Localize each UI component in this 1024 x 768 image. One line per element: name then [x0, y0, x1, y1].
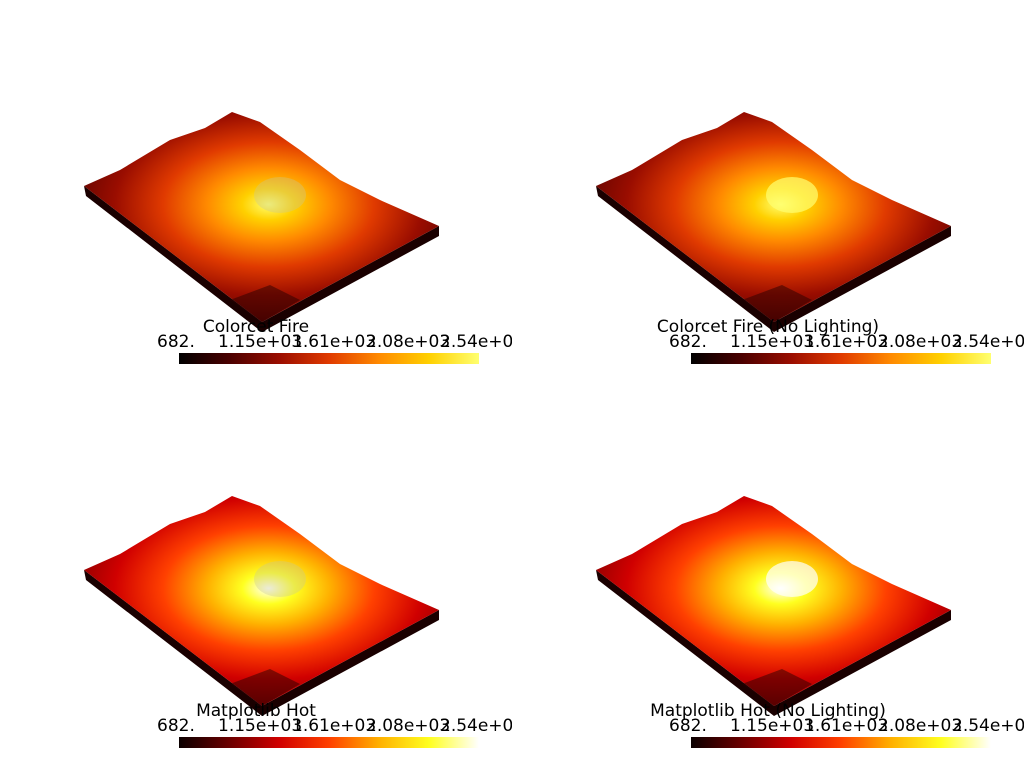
colorbar-tick: 2.54e+03 [440, 332, 512, 352]
terrain-top-surface [84, 496, 439, 706]
colorbar-ticks: 682. 1.15e+03 1.61e+03 2.08e+03 2.54e+03 [512, 333, 1024, 351]
colorbar-tick: 2.08e+03 [878, 332, 963, 352]
colorbar-tick: 682. [669, 716, 707, 736]
panel-matplotlib-hot-no-lighting: Matplotlib Hot (No Lighting) 682. 1.15e+… [512, 384, 1024, 768]
colorbar-title: Colorcet Fire [202, 317, 310, 337]
crater-highlight [254, 177, 306, 213]
colorbar-tick: 1.15e+03 [730, 332, 815, 352]
terrain-ridge [742, 285, 812, 322]
colorbar-ticks: 682. 1.15e+03 1.61e+03 2.08e+03 2.54e+03 [0, 333, 512, 351]
colorbar-tick: 2.08e+03 [366, 332, 451, 352]
terrain-top-surface [596, 112, 951, 322]
colorbar-tick: 1.61e+03 [804, 332, 889, 352]
colorbar-tick: 1.61e+03 [804, 716, 889, 736]
terrain-top-surface [596, 496, 951, 706]
colorbar [179, 353, 479, 364]
colorbar-tick: 1.15e+03 [218, 332, 303, 352]
crater-highlight [766, 561, 818, 597]
terrain-top-surface [84, 112, 439, 322]
colorbar-tick: 2.54e+03 [952, 332, 1024, 352]
colorbar-tick: 682. [157, 716, 195, 736]
colorbar-tick: 1.61e+03 [292, 332, 377, 352]
colorbar-ticks: 682. 1.15e+03 1.61e+03 2.08e+03 2.54e+03 [0, 717, 512, 735]
crater-highlight [766, 177, 818, 213]
panel-colorcet-fire-no-lighting: Colorcet Fire (No Lighting) 682. 1.15e+0… [512, 0, 1024, 384]
colorbar-tick: 2.08e+03 [878, 716, 963, 736]
colorbar-tick: 1.61e+03 [292, 716, 377, 736]
colorbar [691, 353, 991, 364]
colorbar-ticks: 682. 1.15e+03 1.61e+03 2.08e+03 2.54e+03 [512, 717, 1024, 735]
colorbar-tick: 2.08e+03 [366, 716, 451, 736]
terrain-surface [84, 496, 439, 716]
colorbar-tick: 682. [157, 332, 195, 352]
colorbar-tick: 682. [669, 332, 707, 352]
panel-matplotlib-hot: Matplotlib Hot 682. 1.15e+03 1.61e+03 2.… [0, 384, 512, 768]
colorbar-tick: 1.15e+03 [730, 716, 815, 736]
terrain-ridge [230, 669, 300, 706]
terrain-surface [84, 112, 439, 332]
colorbar-title: Colorcet Fire (No Lighting) [656, 317, 880, 337]
terrain-ridge [742, 669, 812, 706]
colorbar-title: Matplotlib Hot [196, 701, 316, 721]
terrain-surface [596, 112, 951, 332]
colorbar [179, 737, 479, 748]
crater-highlight [254, 561, 306, 597]
colorbar-tick: 2.54e+03 [440, 716, 512, 736]
panel-colorcet-fire: Colorcet Fire 682. 1.15e+03 1.61e+03 2.0… [0, 0, 512, 384]
colorbar [691, 737, 991, 748]
colorbar-tick: 1.15e+03 [218, 716, 303, 736]
colorbar-title: Matplotlib Hot (No Lighting) [650, 701, 886, 721]
terrain-surface [596, 496, 951, 716]
terrain-ridge [230, 285, 300, 322]
colorbar-tick: 2.54e+03 [952, 716, 1024, 736]
